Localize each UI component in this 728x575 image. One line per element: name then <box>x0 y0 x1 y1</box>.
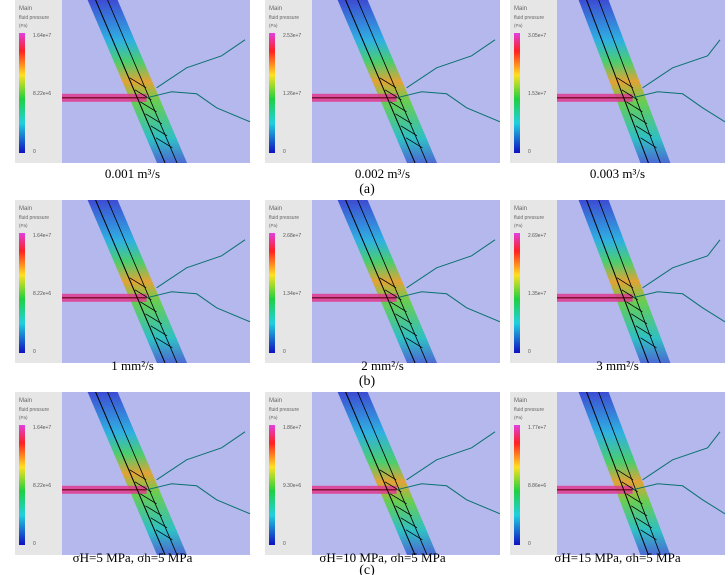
legend-max: 1.64e+7 <box>33 33 51 39</box>
legend-unit: (Pa) <box>514 23 523 28</box>
colorbar <box>514 425 520 545</box>
caption: 0.003 m³/s <box>510 166 725 182</box>
simulation-panel: Main fluid pressure (Pa) 2.68e+7 1.34e+7 0 <box>265 200 500 363</box>
legend-max: 1.64e+7 <box>33 233 51 239</box>
legend-min: 0 <box>33 149 36 155</box>
colorbar <box>19 33 25 153</box>
colorbar <box>269 233 275 353</box>
legend-min: 0 <box>528 541 531 547</box>
caption: 0.001 m³/s <box>15 166 250 182</box>
legend-quantity: fluid pressure <box>19 15 49 21</box>
colorbar <box>19 233 25 353</box>
legend-mid: 9.30e+6 <box>283 483 301 489</box>
legend-max: 2.68e+7 <box>283 233 301 239</box>
legend-quantity: fluid pressure <box>269 15 299 21</box>
simulation-panel: Main fluid pressure (Pa) 1.86e+7 9.30e+6 0 <box>265 392 500 555</box>
legend-quantity: fluid pressure <box>269 215 299 221</box>
legend-max: 2.69e+7 <box>528 233 546 239</box>
legend-quantity: fluid pressure <box>19 407 49 413</box>
legend-max: 1.77e+7 <box>528 425 546 431</box>
colorbar <box>269 33 275 153</box>
colorbar <box>269 425 275 545</box>
colorbar <box>19 425 25 545</box>
legend-unit: (Pa) <box>269 223 278 228</box>
row-label: (a) <box>347 182 387 198</box>
legend-unit: (Pa) <box>269 23 278 28</box>
legend-unit: (Pa) <box>514 223 523 228</box>
legend-mid: 1.34e+7 <box>283 291 301 297</box>
legend-mid: 1.26e+7 <box>283 91 301 97</box>
legend-quantity: fluid pressure <box>514 407 544 413</box>
legend-title: Main <box>19 6 32 12</box>
legend-mid: 1.53e+7 <box>528 91 546 97</box>
simulation-panel: Main fluid pressure (Pa) 1.64e+7 8.22e+6 0 <box>15 392 250 555</box>
simulation-panel: Main fluid pressure (Pa) 2.53e+7 1.26e+7 0 <box>265 0 500 163</box>
simulation-panel: Main fluid pressure (Pa) 1.77e+7 8.86e+6 0 <box>510 392 725 555</box>
legend-min: 0 <box>33 541 36 547</box>
caption: σH=10 MPa, σh=5 MPa <box>265 550 500 566</box>
caption: 0.002 m³/s <box>265 166 500 182</box>
legend-min: 0 <box>33 349 36 355</box>
legend-max: 3.05e+7 <box>528 33 546 39</box>
legend-max: 2.53e+7 <box>283 33 301 39</box>
legend-min: 0 <box>528 349 531 355</box>
legend-min: 0 <box>528 149 531 155</box>
legend-unit: (Pa) <box>514 415 523 420</box>
legend-title: Main <box>514 6 527 12</box>
legend-max: 1.64e+7 <box>33 425 51 431</box>
legend-unit: (Pa) <box>19 223 28 228</box>
figure: (a) Main fluid pressure (Pa) 1.64e+7 8.22e+6 0… <box>0 0 728 575</box>
legend-quantity: fluid pressure <box>269 407 299 413</box>
legend-mid: 8.22e+6 <box>33 291 51 297</box>
colorbar <box>514 233 520 353</box>
simulation-panel: Main fluid pressure (Pa) 3.05e+7 1.53e+7 0 <box>510 0 725 163</box>
legend-unit: (Pa) <box>19 415 28 420</box>
legend-quantity: fluid pressure <box>514 15 544 21</box>
caption: σH=5 MPa, σh=5 MPa <box>15 550 250 566</box>
legend-mid: 8.22e+6 <box>33 91 51 97</box>
legend-max: 1.86e+7 <box>283 425 301 431</box>
legend-quantity: fluid pressure <box>19 215 49 221</box>
legend-title: Main <box>19 398 32 404</box>
legend-title: Main <box>514 398 527 404</box>
legend-unit: (Pa) <box>19 23 28 28</box>
legend-mid: 1.35e+7 <box>528 291 546 297</box>
colorbar <box>514 33 520 153</box>
row-label: (b) <box>347 374 387 390</box>
simulation-panel: Main fluid pressure (Pa) 2.69e+7 1.35e+7 0 <box>510 200 725 363</box>
legend-title: Main <box>269 206 282 212</box>
legend-quantity: fluid pressure <box>514 215 544 221</box>
legend-min: 0 <box>283 149 286 155</box>
legend-mid: 8.22e+6 <box>33 483 51 489</box>
caption: 3 mm²/s <box>510 358 725 374</box>
caption: 1 mm²/s <box>15 358 250 374</box>
legend-min: 0 <box>283 349 286 355</box>
legend-title: Main <box>269 6 282 12</box>
simulation-panel: Main fluid pressure (Pa) 1.64e+7 8.22e+6 0 <box>15 200 250 363</box>
caption: 2 mm²/s <box>265 358 500 374</box>
legend-title: Main <box>269 398 282 404</box>
simulation-panel: Main fluid pressure (Pa) 1.64e+7 8.22e+6 0 <box>15 0 250 163</box>
caption: σH=15 MPa, σh=5 MPa <box>510 550 725 566</box>
legend-title: Main <box>19 206 32 212</box>
legend-mid: 8.86e+6 <box>528 483 546 489</box>
legend-unit: (Pa) <box>269 415 278 420</box>
legend-title: Main <box>514 206 527 212</box>
legend-min: 0 <box>283 541 286 547</box>
